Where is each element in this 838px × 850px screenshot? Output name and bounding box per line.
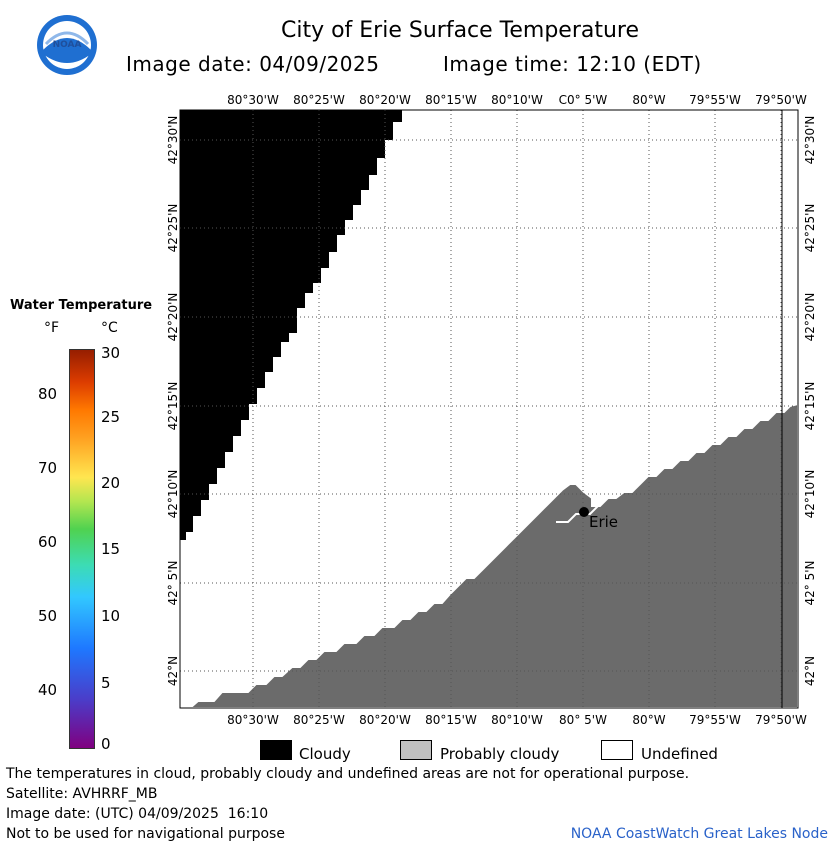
lat-label-right: 42°30'N [803, 116, 817, 165]
unit-celsius: °C [101, 320, 118, 336]
lon-label-bottom: 80°10'W [491, 713, 543, 727]
lat-label-left: 42°20'N [166, 293, 180, 342]
navigation-warning: Not to be used for navigational purpose [6, 826, 285, 842]
c-tick-20: 20 [101, 474, 121, 492]
lat-label-right: 42°N [803, 656, 817, 686]
lon-label-bottom: 80°W [632, 713, 665, 727]
c-tick-25: 25 [101, 408, 121, 426]
lon-label-top: 80°10'W [491, 93, 543, 107]
utc-date-text: Image date: (UTC) 04/09/2025 16:10 [6, 806, 269, 822]
lon-label-top: 80°W [632, 93, 665, 107]
erie-city-marker [579, 507, 589, 517]
c-tick-5: 5 [101, 674, 111, 692]
lon-label-top: 80°30'W [227, 93, 279, 107]
f-tick-70: 70 [38, 459, 58, 477]
f-tick-40: 40 [38, 681, 58, 699]
lat-label-right: 42°25'N [803, 204, 817, 253]
credit-link[interactable]: NOAA CoastWatch Great Lakes Node [570, 826, 828, 842]
legend-title: Water Temperature [10, 298, 153, 313]
lat-label-left: 42°N [166, 656, 180, 686]
undefined-swatch [601, 740, 633, 760]
cloudy-swatch [260, 740, 292, 760]
lat-label-left: 42°25'N [166, 204, 180, 253]
map-border [179, 109, 799, 709]
lon-label-top: 80°20'W [359, 93, 411, 107]
satellite-text: Satellite: AVHRRF_MB [6, 786, 158, 802]
lon-label-top: C0° 5'W [559, 93, 608, 107]
latitude-labels-right: 42°30'N 42°25'N 42°20'N 42°15'N 42°10'N 42° 5… [803, 116, 817, 687]
page-title: City of Erie Surface Temperature [280, 18, 640, 43]
land-region [180, 402, 798, 708]
undefined-label: Undefined [641, 745, 718, 763]
lat-label-right: 42°10'N [803, 470, 817, 519]
c-tick-15: 15 [101, 540, 121, 558]
lat-label-left: 42°15'N [166, 382, 180, 431]
graticule [180, 110, 798, 708]
f-tick-60: 60 [38, 533, 58, 551]
harbor-outline [556, 505, 599, 523]
c-tick-30: 30 [101, 344, 121, 362]
lon-label-bottom: 80°30'W [227, 713, 279, 727]
lon-label-bottom: 79°55'W [689, 713, 741, 727]
lon-label-top: 80°15'W [425, 93, 477, 107]
image-time-label: Image time: 12:10 (EDT) [443, 52, 702, 76]
lon-label-bottom: 80°15'W [425, 713, 477, 727]
f-tick-50: 50 [38, 607, 58, 625]
noaa-logo: NOAA [37, 15, 97, 75]
lat-label-left: 42°10'N [166, 470, 180, 519]
lon-label-top: 79°55'W [689, 93, 741, 107]
noaa-logo-text: NOAA [53, 40, 82, 50]
lat-label-right: 42°15'N [803, 382, 817, 431]
lon-label-top: 80°25'W [293, 93, 345, 107]
latitude-labels-left: 42°30'N 42°25'N 42°20'N 42°15'N 42°10'N 42° 5… [166, 116, 180, 687]
lat-label-left: 42°30'N [166, 116, 180, 165]
lat-label-right: 42° 5'N [803, 561, 817, 606]
disclaimer-text: The temperatures in cloud, probably clou… [6, 766, 690, 782]
temperature-colorbar [69, 349, 95, 749]
c-tick-0: 0 [101, 735, 111, 753]
probably-cloudy-swatch [400, 740, 432, 760]
longitude-labels-bottom: 80°30'W 80°25'W 80°20'W 80°15'W 80°10'W 80° 5… [227, 713, 807, 727]
unit-fahrenheit: °F [44, 320, 60, 336]
lat-label-left: 42° 5'N [166, 561, 180, 606]
c-tick-10: 10 [101, 607, 121, 625]
longitude-labels-top: 80°30'W 80°25'W 80°20'W 80°15'W 80°10'W C0° 5… [227, 93, 807, 107]
erie-city-label: Erie [589, 513, 618, 531]
lon-label-bottom: 80° 5'W [559, 713, 607, 727]
f-tick-80: 80 [38, 385, 58, 403]
lon-label-bottom: 79°50'W [755, 713, 807, 727]
lat-label-right: 42°20'N [803, 293, 817, 342]
lon-label-bottom: 80°25'W [293, 713, 345, 727]
cloudy-label: Cloudy [299, 745, 351, 763]
image-date-label: Image date: 04/09/2025 [126, 52, 380, 76]
probably-cloudy-label: Probably cloudy [440, 745, 560, 763]
lon-label-bottom: 80°20'W [359, 713, 411, 727]
lon-label-top: 79°50'W [755, 93, 807, 107]
cloudy-region [180, 110, 402, 540]
